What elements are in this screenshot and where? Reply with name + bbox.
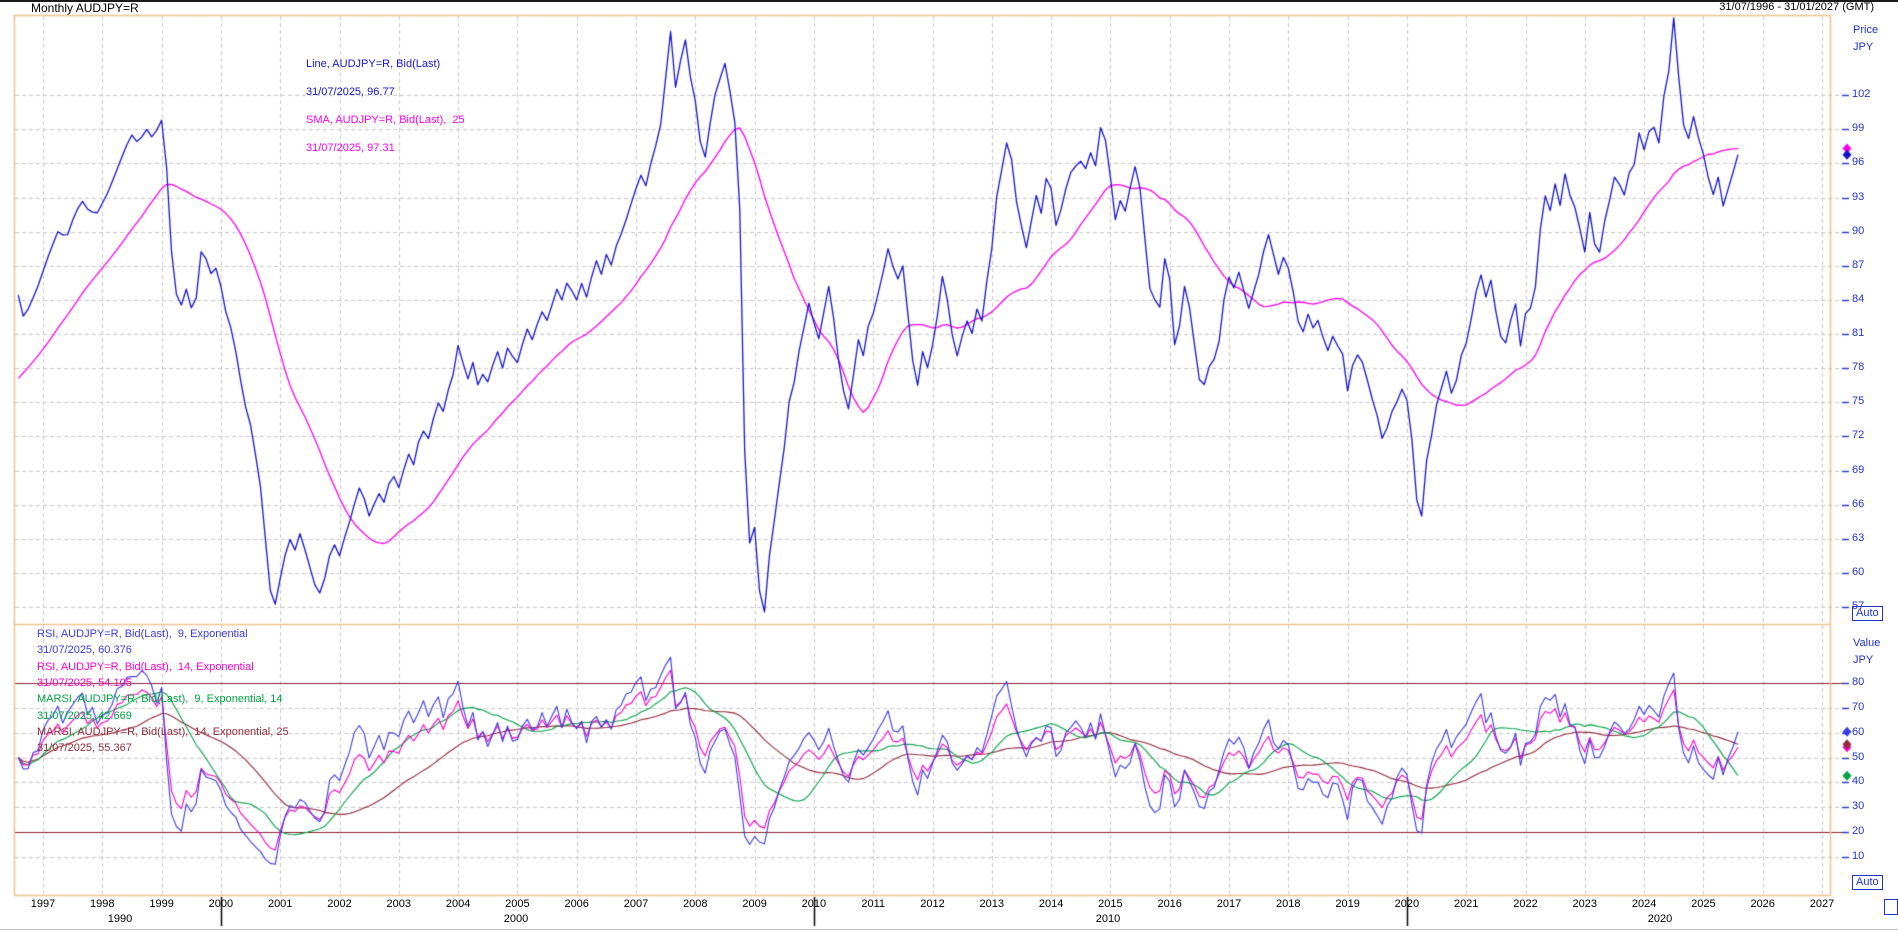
price-tick-label: 57 [1852, 600, 1865, 612]
x-axis-year-label: 2022 [1513, 898, 1538, 910]
price-axis-unit: JPY [1853, 41, 1874, 53]
x-axis-year-label: 2010 [801, 898, 827, 910]
value-tick-label: 30 [1852, 800, 1865, 813]
x-axis-year-label: 2012 [920, 898, 945, 910]
x-axis-year-label: 2024 [1631, 898, 1657, 910]
x-axis-year-label: 2014 [1038, 898, 1064, 910]
price-legend-line: Line, AUDJPY=R, Bid(Last) [306, 58, 441, 70]
price-tick-label: 75 [1852, 395, 1865, 408]
price-tick-label: 99 [1852, 122, 1865, 135]
price-tick-label: 60 [1852, 565, 1865, 578]
rsi-legend-line: 31/07/2025, 42.669 [37, 709, 132, 722]
value-axis-auto-button[interactable]: Auto [1852, 875, 1883, 890]
x-axis-decade-label: 2020 [1647, 913, 1673, 925]
value-axis-title: Value [1853, 637, 1881, 649]
price-tick-label: 87 [1852, 258, 1865, 271]
rsi-legend-line: RSI, AUDJPY=R, Bid(Last), 9, Exponential [37, 628, 248, 640]
rsi-legend-line: 31/07/2025, 55.367 [37, 742, 132, 755]
x-axis-year-label: 1999 [149, 898, 174, 910]
price-tick-label: 84 [1852, 292, 1865, 305]
price-panel-legend: Line, AUDJPY=R, Bid(Last) 31/07/2025, 96.… [306, 58, 465, 154]
x-axis-year-label: 2007 [623, 898, 649, 910]
x-axis-year-label: 2019 [1335, 898, 1360, 910]
x-axis-year-label: 2003 [386, 898, 412, 910]
value-tick-label: 10 [1852, 849, 1865, 862]
x-axis-year-label: 2021 [1453, 898, 1479, 910]
price-tick-label: 72 [1852, 429, 1865, 442]
x-axis-year-label: 2016 [1157, 898, 1182, 910]
x-axis-year-label: 2000 [208, 898, 234, 910]
price-tick-label: 66 [1852, 497, 1865, 510]
x-axis-year-label: 2009 [742, 898, 767, 910]
rsi-legend-line: 31/07/2025, 60.376 [37, 644, 132, 657]
value-tick-label: 70 [1852, 700, 1865, 713]
value-axis-unit: JPY [1853, 654, 1874, 666]
price-axis-title: Price [1853, 24, 1879, 36]
price-tick-label: 90 [1852, 224, 1865, 237]
x-axis-year-label: 2015 [1098, 898, 1123, 910]
date-range-label: 31/07/1996 - 31/01/2027 (GMT) [1719, 1, 1874, 13]
x-axis-year-label: 1997 [30, 898, 56, 910]
x-axis-year-label: 2017 [1216, 898, 1242, 910]
x-axis-year-label: 2005 [505, 898, 530, 910]
price-tick-label: 93 [1852, 190, 1865, 203]
price-legend-line: 31/07/2025, 97.31 [306, 142, 395, 154]
x-axis-year-label: 2018 [1276, 898, 1301, 910]
price-tick-label: 96 [1852, 156, 1865, 169]
x-axis-decade-label: 2000 [503, 913, 529, 925]
x-axis-year-label: 2025 [1691, 898, 1716, 910]
x-axis-year-label: 2026 [1750, 898, 1775, 910]
x-axis-year-label: 2023 [1572, 898, 1598, 910]
x-axis-year-label: 2008 [683, 898, 708, 910]
x-axis-year-label: 2004 [445, 898, 471, 910]
x-axis-year-label: 1998 [90, 898, 115, 910]
x-axis-year-label: 2013 [979, 898, 1005, 910]
value-tick-label: 60 [1852, 725, 1865, 738]
rsi-legend-line: MARSI, AUDJPY=R, Bid(Last), 9, Exponenti… [37, 693, 283, 706]
price-tick-label: 69 [1852, 463, 1865, 476]
x-axis-decade-label: 2010 [1095, 913, 1121, 925]
x-axis-year-label: 2002 [327, 898, 352, 910]
price-axis-auto-button[interactable]: Auto [1852, 606, 1883, 621]
chart-title: Monthly AUDJPY=R [31, 1, 139, 15]
value-tick-label: 80 [1852, 676, 1865, 688]
rsi-legend-line: RSI, AUDJPY=R, Bid(Last), 14, Exponentia… [37, 660, 254, 673]
value-tick-label: 40 [1852, 775, 1865, 788]
window-bottom-edge [0, 929, 1898, 930]
x-axis-year-label: 2001 [267, 898, 293, 910]
price-tick-label: 81 [1852, 327, 1865, 340]
x-axis-year-label: 2027 [1809, 898, 1835, 910]
price-legend-line: SMA, AUDJPY=R, Bid(Last), 25 [306, 114, 465, 126]
window-top-edge [0, 0, 1898, 2]
rsi-legend-line: 31/07/2025, 54.105 [37, 676, 132, 689]
nav-box-button[interactable] [1884, 899, 1898, 915]
rsi-legend-line: MARSI, AUDJPY=R, Bid(Last), 14, Exponent… [37, 725, 289, 738]
price-tick-label: 78 [1852, 361, 1865, 374]
value-tick-label: 20 [1852, 825, 1865, 837]
price-legend-line: 31/07/2025, 96.77 [306, 86, 395, 98]
price-tick-label: 102 [1852, 88, 1871, 101]
x-axis-year-label: 2006 [564, 898, 589, 910]
x-axis-year-label: 2020 [1394, 898, 1420, 910]
x-axis-year-label: 2011 [861, 898, 886, 910]
value-tick-label: 50 [1852, 750, 1865, 763]
price-tick-label: 63 [1852, 531, 1865, 544]
x-axis-decade-label: 1990 [107, 913, 133, 925]
